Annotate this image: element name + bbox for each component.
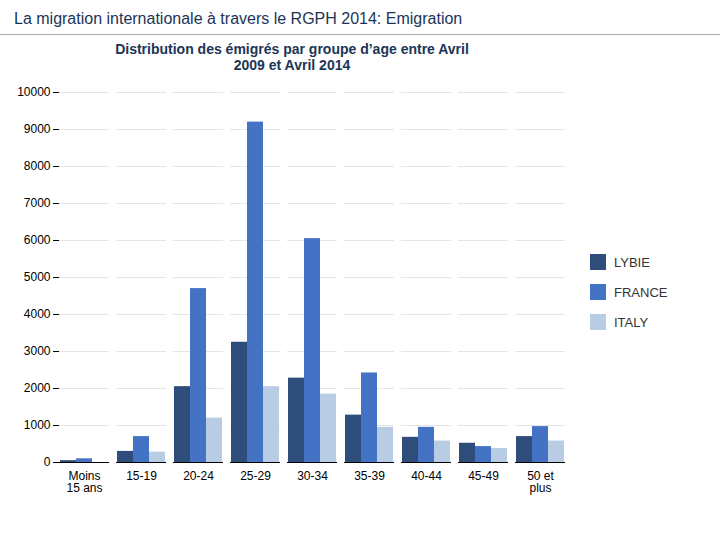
svg-text:2000: 2000: [24, 381, 51, 395]
svg-text:10000: 10000: [17, 85, 51, 99]
svg-text:1000: 1000: [24, 418, 51, 432]
html-text:LYBIE: LYBIE: [614, 254, 650, 270]
html-text:Distribution des émigrés par g: Distribution des émigrés par groupe d’ag…: [115, 41, 469, 73]
html-text:ITALY: ITALY: [614, 314, 649, 330]
svg-text:45-49: 45-49: [468, 469, 499, 483]
svg-text:3000: 3000: [24, 344, 51, 358]
svg-text:4000: 4000: [24, 307, 51, 321]
svg-text:20-24: 20-24: [183, 469, 214, 483]
svg-text:5000: 5000: [24, 270, 51, 284]
svg-text:7000: 7000: [24, 196, 51, 210]
svg-text:30-34: 30-34: [297, 469, 328, 483]
svg-text:15-19: 15-19: [126, 469, 157, 483]
svg-text:50 etplus: 50 etplus: [527, 469, 554, 495]
svg-text:0: 0: [44, 455, 51, 469]
svg-text:35-39: 35-39: [354, 469, 385, 483]
html-text:La migration internationale à: La migration internationale à travers le…: [14, 10, 463, 27]
svg-text:6000: 6000: [24, 233, 51, 247]
svg-text:40-44: 40-44: [411, 469, 442, 483]
svg-text:8000: 8000: [24, 159, 51, 173]
html-text:FRANCE: FRANCE: [614, 284, 668, 300]
svg-text:25-29: 25-29: [240, 469, 271, 483]
svg-text:Moins15 ans: Moins15 ans: [66, 469, 102, 495]
svg-text:9000: 9000: [24, 122, 51, 136]
